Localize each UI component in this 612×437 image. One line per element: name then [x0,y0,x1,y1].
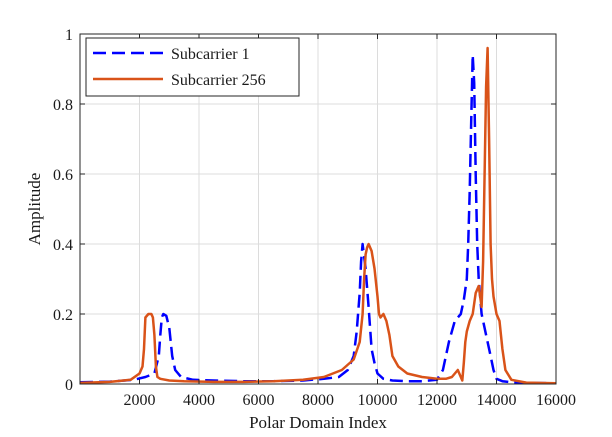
x-tick-label: 14000 [477,392,517,409]
x-tick-label: 8000 [302,392,334,409]
y-tick-label: 0.8 [53,97,73,114]
legend-box [85,37,300,97]
x-axis-label: Polar Domain Index [249,413,387,432]
x-tick-label: 6000 [243,392,275,409]
y-tick-label: 0.2 [53,307,73,324]
tick-labels: 2000 4000 6000 8000 10000 12000 14000 16000 0 0.2… [53,27,576,409]
series-line-subcarrier-256 [79,46,557,385]
y-tick-label: 0.4 [53,237,73,254]
y-axis-label: Amplitude [25,173,44,246]
x-tick-label: 10000 [358,392,398,409]
x-tick-label: 2000 [124,392,156,409]
legend: Subcarrier 1 Subcarrier 256 [85,37,300,97]
series-line-subcarrier-1 [79,53,557,385]
x-tick-label: 4000 [183,392,215,409]
series-layer [79,46,557,385]
x-tick-label: 12000 [417,392,457,409]
y-tick-label: 0.6 [53,167,73,184]
legend-label-subcarrier-256: Subcarrier 256 [171,72,266,89]
x-tick-label: 16000 [536,392,576,409]
y-tick-label: 0 [65,377,73,394]
legend-label-subcarrier-1: Subcarrier 1 [171,46,250,63]
y-tick-label: 1 [65,27,73,44]
